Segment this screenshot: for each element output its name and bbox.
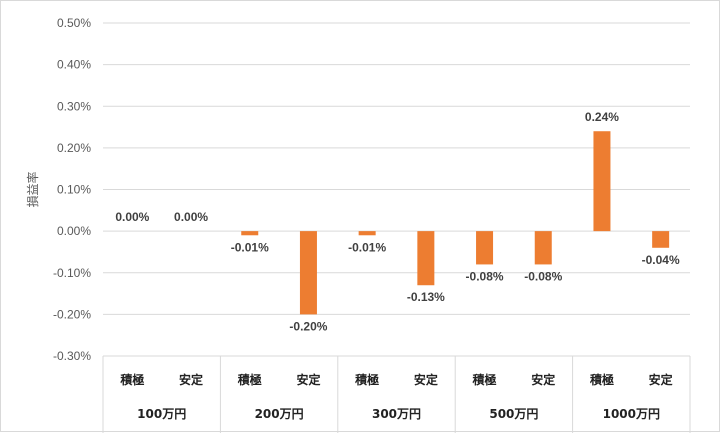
- category-label: 積極: [237, 372, 262, 387]
- bar: [652, 231, 670, 248]
- y-tick-label: 0.40%: [57, 58, 91, 72]
- y-tick-label: -0.10%: [53, 266, 91, 280]
- bar: [417, 231, 435, 286]
- category-label: 積極: [354, 372, 379, 387]
- category-label: 積極: [119, 372, 144, 387]
- data-label: -0.08%: [524, 269, 562, 283]
- y-tick-label: 0.50%: [57, 16, 91, 30]
- group-label: 500万円: [489, 407, 538, 421]
- y-tick-label: -0.30%: [53, 349, 91, 363]
- category-label: 積極: [589, 372, 614, 387]
- data-label: -0.01%: [231, 240, 269, 254]
- data-label: -0.08%: [466, 269, 504, 283]
- category-label: 積極: [472, 372, 497, 387]
- bar: [476, 231, 494, 265]
- group-label: 200万円: [255, 407, 304, 421]
- category-label: 安定: [531, 372, 555, 387]
- category-label: 安定: [414, 372, 438, 387]
- data-label: -0.04%: [642, 253, 680, 267]
- category-label: 安定: [179, 372, 203, 387]
- y-tick-label: 0.30%: [57, 99, 91, 113]
- group-label: 100万円: [137, 407, 186, 421]
- bar: [534, 231, 552, 265]
- y-tick-label: -0.20%: [53, 307, 91, 321]
- data-label: -0.13%: [407, 290, 445, 304]
- data-label: 0.00%: [174, 210, 208, 224]
- category-label: 安定: [296, 372, 320, 387]
- bar: [241, 231, 259, 236]
- y-axis-title: 損益率: [25, 171, 40, 207]
- bar: [593, 131, 611, 232]
- data-label: -0.01%: [348, 240, 386, 254]
- category-label: 安定: [649, 372, 673, 387]
- y-tick-label: 0.20%: [57, 141, 91, 155]
- group-label: 1000万円: [603, 407, 660, 421]
- data-label: -0.20%: [289, 319, 327, 333]
- bar: [299, 231, 317, 315]
- group-label: 300万円: [372, 407, 421, 421]
- y-tick-label: 0.00%: [57, 224, 91, 238]
- bar: [358, 231, 376, 236]
- y-tick-label: 0.10%: [57, 183, 91, 197]
- data-label: 0.00%: [115, 210, 149, 224]
- data-label: 0.24%: [585, 110, 619, 124]
